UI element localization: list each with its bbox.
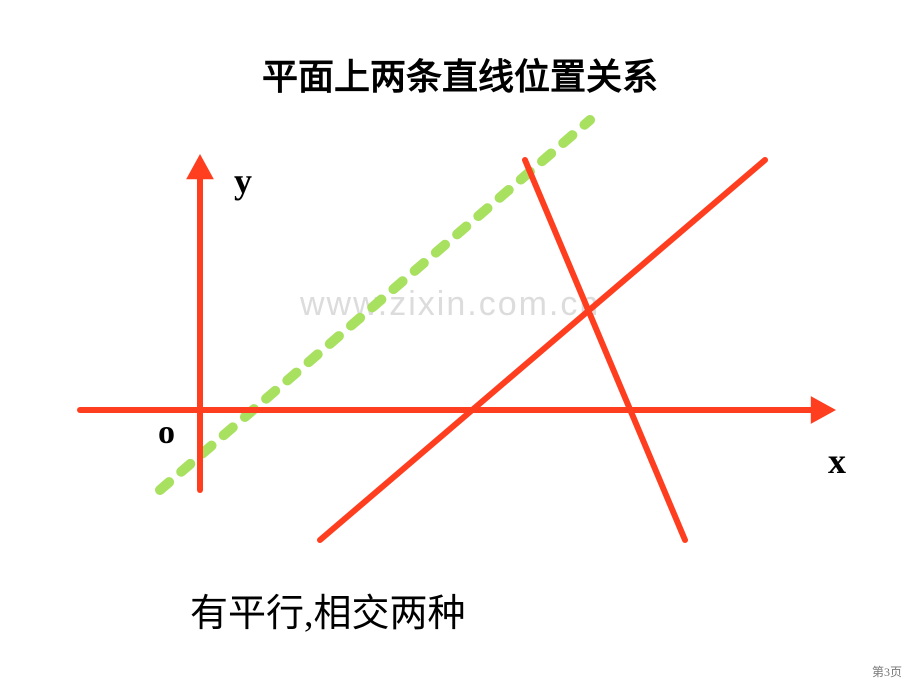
- slide-page: 平面上两条直线位置关系 www.zixin.com.cn y x o 有平行,相…: [0, 0, 920, 690]
- page-number: 第3页: [872, 663, 902, 680]
- x-axis-label: x: [828, 440, 846, 482]
- red-line-left: [320, 160, 765, 540]
- caption-text: 有平行,相交两种: [190, 582, 466, 637]
- origin-label: o: [158, 414, 175, 452]
- y-axis-label: y: [234, 160, 252, 202]
- red-line-right: [525, 160, 685, 540]
- parallel-dashed-line: [160, 120, 590, 490]
